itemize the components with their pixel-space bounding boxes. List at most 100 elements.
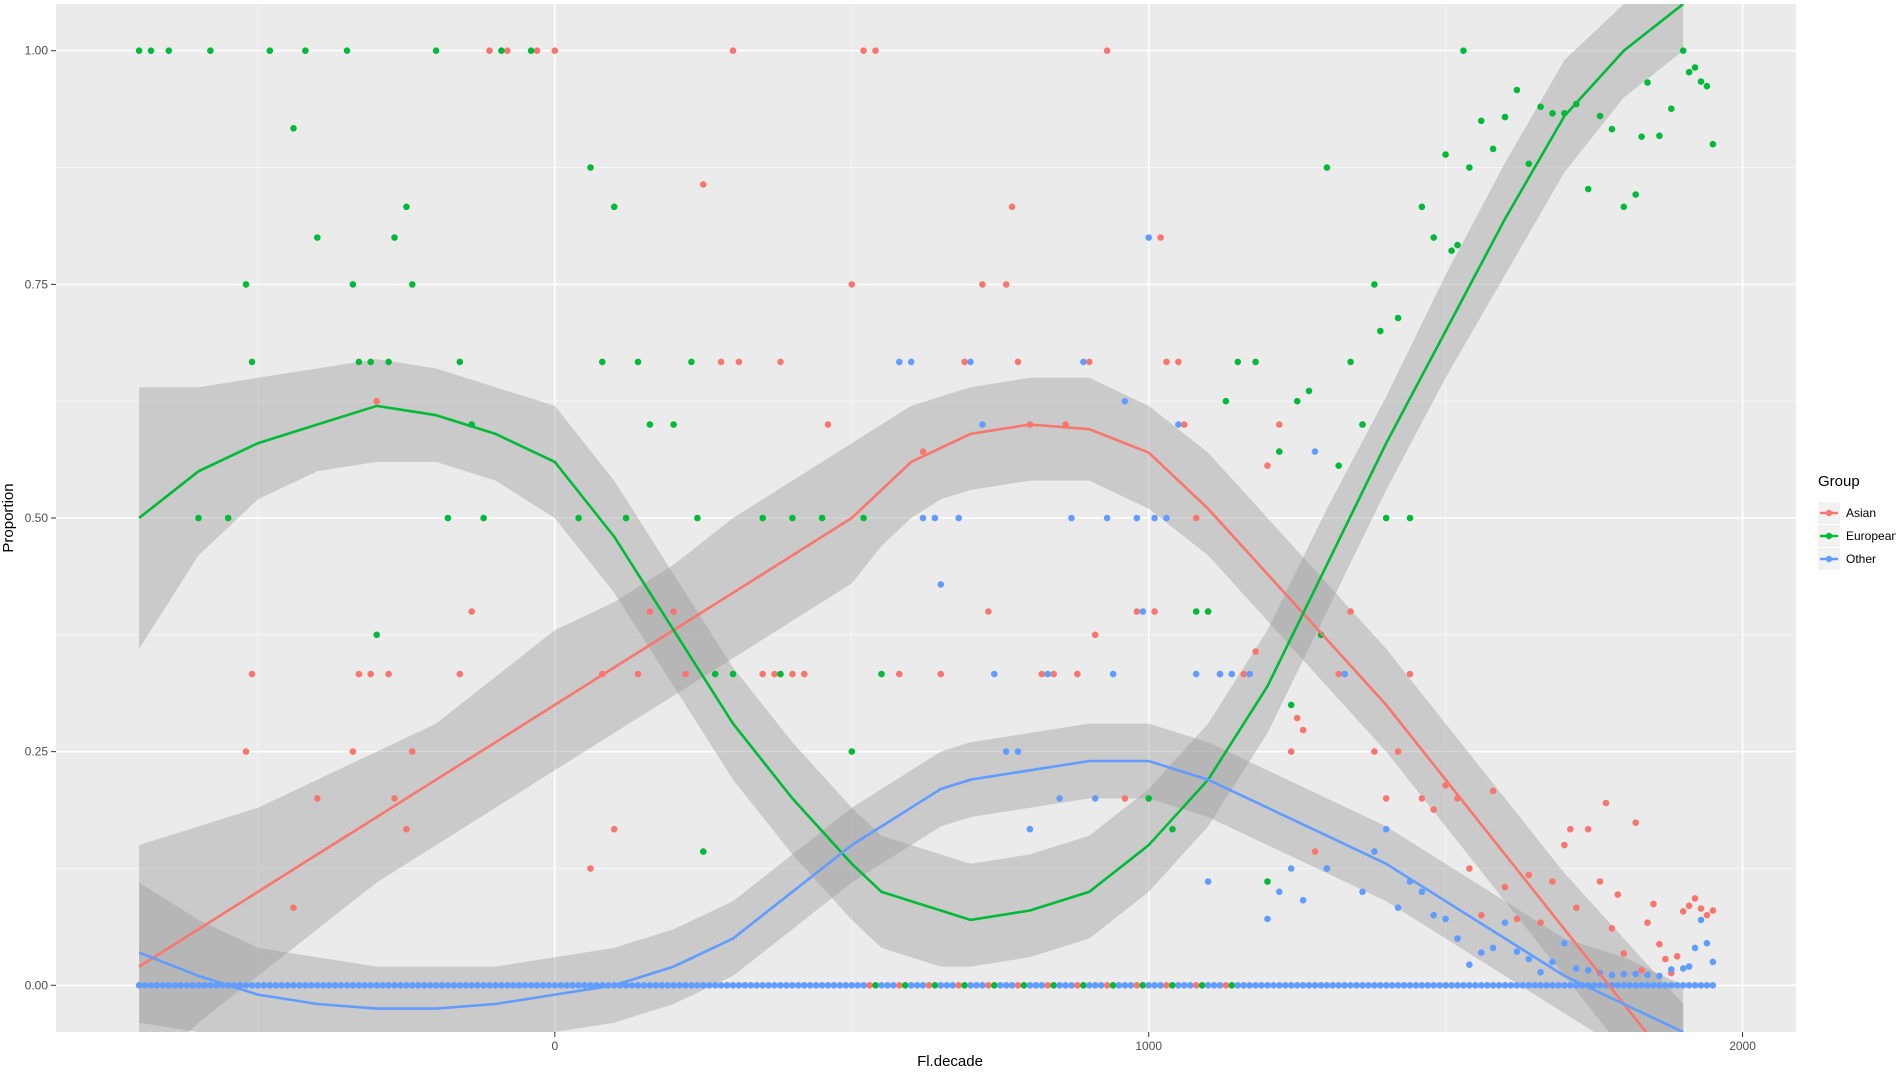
zero-point (967, 981, 974, 989)
point-asian (1596, 878, 1604, 885)
zero-point (1466, 981, 1473, 989)
zero-point (919, 981, 927, 989)
point-other (1359, 888, 1366, 896)
point-european (1489, 145, 1497, 153)
point-european (195, 514, 202, 522)
zero-point (343, 981, 351, 989)
point-asian (1501, 883, 1509, 891)
point-european (777, 670, 784, 678)
zero-point (901, 981, 909, 989)
zero-point (759, 981, 766, 989)
zero-point (189, 981, 196, 989)
point-european (1377, 327, 1384, 335)
zero-point (872, 981, 879, 989)
zero-point (1400, 981, 1408, 989)
point-asian (1151, 608, 1158, 615)
point-asian (1525, 871, 1533, 879)
zero-point (1091, 981, 1099, 989)
y-axis-title: Proportion (0, 483, 17, 552)
zero-point (1460, 981, 1467, 989)
point-european (1668, 105, 1675, 112)
zero-point (1703, 981, 1711, 989)
zero-point (931, 981, 939, 989)
point-european (1685, 68, 1693, 76)
zero-point (628, 981, 636, 989)
zero-point (1293, 981, 1301, 989)
zero-point (1614, 981, 1622, 989)
zero-point (1056, 981, 1063, 989)
zero-point (587, 981, 594, 989)
point-other (1246, 670, 1253, 678)
point-other (1656, 972, 1663, 980)
point-asian (504, 47, 511, 54)
zero-point (284, 981, 291, 989)
zero-point (248, 981, 256, 989)
point-asian (1264, 462, 1271, 470)
zero-point (1561, 981, 1568, 989)
point-asian (771, 670, 778, 678)
point-other (1163, 514, 1170, 522)
point-asian (1703, 911, 1711, 919)
y-tick-label: 0.75 (25, 277, 49, 291)
zero-point (1412, 981, 1420, 989)
zero-point (1127, 981, 1135, 989)
zero-point (468, 981, 475, 989)
point-asian (961, 358, 968, 366)
point-european (1323, 164, 1331, 171)
point-asian (979, 281, 986, 288)
zero-point (492, 981, 499, 989)
point-other (1287, 865, 1295, 872)
point-european (670, 421, 677, 428)
zero-point (1436, 981, 1443, 989)
point-european (1394, 314, 1402, 322)
zero-point (302, 981, 309, 989)
point-asian (1430, 806, 1437, 813)
zero-point (1590, 981, 1598, 989)
point-european (290, 125, 297, 132)
point-other (955, 514, 962, 522)
zero-point (622, 981, 630, 989)
zero-point (367, 981, 375, 989)
zero-point (1531, 981, 1539, 989)
point-asian (824, 421, 832, 428)
point-european (385, 358, 392, 366)
point-european (711, 670, 719, 678)
zero-point (290, 981, 297, 989)
point-european (1448, 247, 1455, 254)
zero-point (403, 981, 410, 989)
point-european (1359, 421, 1366, 428)
point-other (1145, 234, 1152, 241)
point-other (1620, 970, 1628, 978)
point-asian (1673, 953, 1681, 960)
zero-point (996, 981, 1004, 989)
zero-point (1501, 981, 1509, 989)
zero-point (1305, 981, 1313, 989)
zero-point (765, 981, 772, 989)
zero-point (747, 981, 755, 989)
zero-point (171, 981, 179, 989)
point-other (1466, 961, 1473, 968)
point-european (878, 670, 885, 678)
point-other (937, 581, 945, 588)
zero-point (1228, 981, 1236, 989)
point-european (1371, 281, 1378, 288)
zero-point (688, 981, 695, 989)
zero-point (1276, 981, 1283, 989)
point-asian (468, 608, 476, 615)
zero-point (937, 981, 945, 989)
zero-point (207, 981, 214, 989)
point-other (1632, 970, 1639, 978)
zero-point (278, 981, 285, 989)
zero-point (414, 981, 422, 989)
point-asian (1489, 787, 1497, 795)
zero-point (1044, 981, 1052, 989)
zero-point (551, 981, 559, 989)
point-asian (1371, 748, 1378, 755)
zero-point (1323, 981, 1331, 989)
zero-point (949, 981, 957, 989)
point-european (1430, 234, 1437, 241)
legend: Group Asian European Other (1818, 473, 1896, 570)
zero-point (1008, 981, 1016, 989)
point-asian (919, 448, 927, 455)
point-asian (610, 825, 618, 833)
